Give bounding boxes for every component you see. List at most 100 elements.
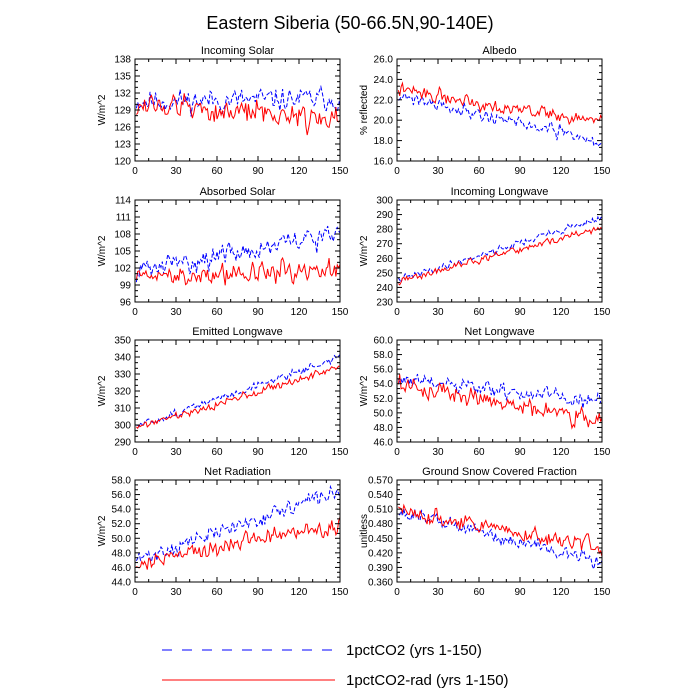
series-group [397, 373, 602, 430]
series-line-1pctco2-rad-yrs-1-150- [398, 226, 602, 286]
panel-title: Net Longwave [464, 326, 534, 338]
series-line-1pctco2-rad-yrs-1-150- [136, 365, 340, 430]
panel-title: Albedo [482, 45, 516, 57]
y-tick-label: 290 [114, 438, 131, 449]
series-group [398, 503, 602, 571]
x-tick-label: 60 [211, 166, 223, 177]
x-tick-label: 150 [332, 447, 349, 458]
x-tick-label: 150 [594, 587, 611, 598]
legend-label-1pctco2: 1pctCO2 (yrs 1-150) [346, 642, 482, 659]
x-tick-label: 0 [132, 307, 138, 318]
y-tick-label: 340 [114, 353, 131, 364]
y-tick-label: 54.0 [374, 379, 394, 390]
y-tick-label: 56.0 [112, 490, 132, 501]
series-group [135, 84, 340, 136]
y-tick-label: 48.0 [112, 548, 132, 559]
series-group [135, 225, 340, 286]
x-tick-label: 30 [170, 307, 182, 318]
series-group [136, 354, 340, 430]
y-tick-label: 129 [114, 106, 131, 117]
series-line-1pctco2-rad-yrs-1-150- [397, 374, 602, 430]
panel-incoming-solar: Incoming Solar W/m^2 0 30 60 90 120 150 120 123 12… [97, 45, 349, 177]
x-tick-label: 60 [473, 166, 485, 177]
y-tick-label: 108 [114, 230, 131, 241]
y-tick-label: 0.510 [368, 505, 393, 516]
y-tick-label: 58.0 [112, 476, 132, 487]
x-tick-label: 0 [394, 587, 400, 598]
y-tick-label: 105 [114, 247, 131, 258]
plot-frame [396, 199, 603, 303]
y-tick-label: 0.390 [368, 563, 393, 574]
x-tick-label: 60 [211, 307, 223, 318]
y-tick-label: 230 [376, 298, 393, 309]
x-tick-label: 90 [514, 587, 526, 598]
y-tick-label: 96 [120, 298, 132, 309]
y-tick-label: 102 [114, 264, 131, 275]
plot-frame [396, 479, 603, 583]
x-tick-label: 60 [473, 587, 485, 598]
y-tick-label: 16.0 [374, 157, 394, 168]
y-tick-label: 120 [114, 157, 131, 168]
series-line-1pctco2-yrs-1-150- [397, 215, 602, 284]
panel-title: Incoming Solar [201, 45, 275, 57]
y-tick-label: 46.0 [112, 563, 132, 574]
x-tick-label: 150 [332, 166, 349, 177]
legend: 1pctCO2 (yrs 1-150) 1pctCO2-rad (yrs 1-1… [162, 642, 509, 689]
y-tick-label: 138 [114, 55, 131, 66]
panel-absorbed-solar: Absorbed Solar W/m^2 0 30 60 90 120 150 96 99 102 1… [97, 186, 349, 318]
series-line-1pctco2-yrs-1-150- [398, 508, 602, 571]
x-tick-label: 30 [432, 447, 444, 458]
series-line-1pctco2-rad-yrs-1-150- [397, 81, 602, 126]
panel-title: Absorbed Solar [200, 186, 276, 198]
series-line-1pctco2-rad-yrs-1-150- [136, 516, 340, 570]
y-tick-label: 135 [114, 72, 131, 83]
x-tick-label: 60 [211, 447, 223, 458]
series-line-1pctco2-yrs-1-150- [135, 484, 340, 564]
series-group [135, 484, 340, 570]
x-tick-label: 90 [252, 307, 264, 318]
plot-frame [396, 58, 603, 162]
y-axis-label: W/m^2 [359, 235, 370, 266]
x-tick-label: 120 [553, 447, 570, 458]
y-tick-label: 111 [116, 213, 132, 224]
x-tick-label: 60 [473, 447, 485, 458]
y-tick-label: 260 [376, 254, 393, 265]
y-tick-label: 270 [376, 239, 393, 250]
y-tick-label: 22.0 [374, 95, 394, 106]
panel-incoming-longwave: Incoming Longwave W/m^2 0 30 60 90 120 150 230 24… [359, 186, 611, 318]
x-tick-label: 90 [252, 587, 264, 598]
panel-title: Ground Snow Covered Fraction [422, 466, 577, 478]
x-tick-label: 120 [291, 166, 308, 177]
y-tick-label: 26.0 [374, 55, 394, 66]
series-line-1pctco2-yrs-1-150- [398, 92, 602, 148]
x-tick-label: 90 [514, 447, 526, 458]
series-line-1pctco2-yrs-1-150- [136, 354, 340, 428]
x-tick-label: 60 [211, 587, 223, 598]
y-tick-label: 330 [114, 370, 131, 381]
panel-title: Emitted Longwave [192, 326, 283, 338]
x-tick-label: 30 [170, 166, 182, 177]
x-tick-label: 90 [252, 166, 264, 177]
x-tick-label: 90 [514, 307, 526, 318]
x-tick-label: 150 [594, 307, 611, 318]
y-tick-label: 0.540 [368, 490, 393, 501]
y-tick-label: 0.570 [368, 476, 393, 487]
y-axis-label: % reflected [359, 85, 370, 135]
series-line-1pctco2-rad-yrs-1-150- [398, 503, 602, 557]
y-tick-label: 290 [376, 210, 393, 221]
x-tick-label: 30 [170, 447, 182, 458]
panel-net-longwave: Net Longwave W/m^2 0 30 60 90 120 150 46.0 48.0 50… [359, 326, 611, 458]
y-tick-label: 0.360 [368, 578, 393, 589]
y-tick-label: 52.0 [112, 519, 132, 530]
y-tick-label: 52.0 [374, 394, 394, 405]
y-tick-label: 114 [115, 196, 131, 207]
x-tick-label: 0 [394, 307, 400, 318]
y-axis-label: W/m^2 [359, 375, 370, 406]
x-tick-label: 0 [394, 447, 400, 458]
x-tick-label: 30 [170, 587, 182, 598]
panel-ground-snow-covered-fraction: Ground Snow Covered Fraction unitless 0 30 6… [359, 466, 611, 598]
x-tick-label: 90 [252, 447, 264, 458]
y-tick-label: 0.480 [368, 519, 393, 530]
y-tick-label: 60.0 [374, 336, 394, 347]
